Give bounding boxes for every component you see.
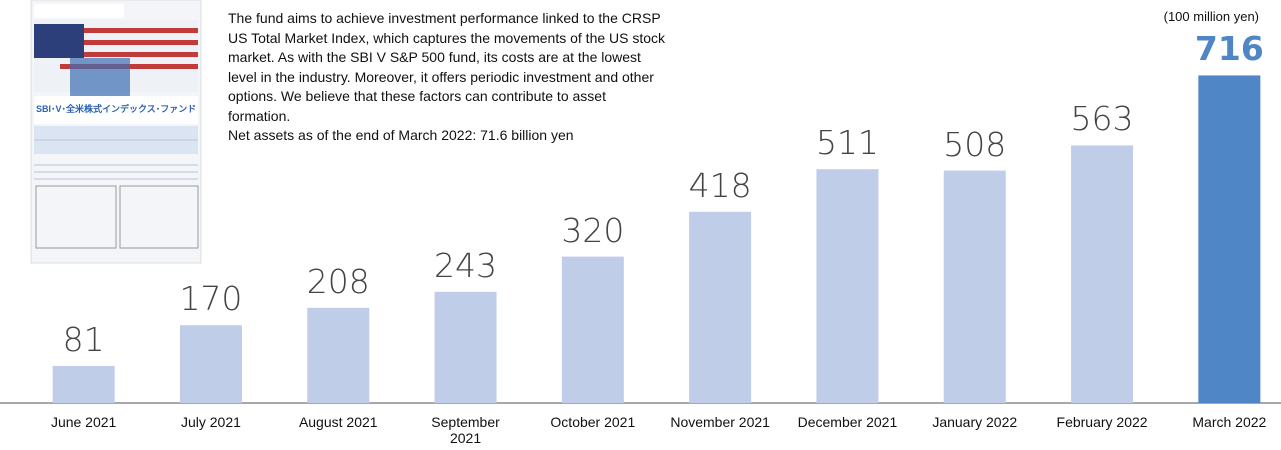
unit-label: (100 million yen) [1163,9,1259,24]
value-label: 511 [815,123,879,163]
value-label: 81 [62,319,105,359]
value-label: 208 [306,261,370,301]
brochure-thumbnail: SBI･V･全米株式インデックス･ファンド [30,0,202,264]
bar [307,307,370,403]
x-tick-label: December 2021 [797,414,898,430]
value-label: 716 [1194,29,1264,69]
x-tick-label: August 2021 [298,414,378,430]
bar [1071,145,1134,404]
bar [179,325,242,403]
value-label: 243 [434,245,498,285]
bar [561,256,624,403]
description: The fund aims to achieve investment perf… [228,9,668,146]
x-tick-label: July 2021 [180,414,241,430]
value-label: 418 [688,165,752,205]
bar [943,170,1006,403]
x-tick-label: September 2021 [431,414,500,446]
x-tick-label: November 2021 [670,414,770,430]
x-tick-label: January 2022 [932,414,1018,430]
value-label: 563 [1070,99,1134,139]
value-label: 320 [561,210,625,250]
value-label: 508 [943,124,1007,164]
x-tick-label: October 2021 [550,414,636,430]
value-label: 170 [179,279,243,319]
x-tick-label: February 2022 [1056,414,1148,430]
bar [52,365,115,403]
description-text: Net assets as of the end of March 2022: … [228,127,574,143]
x-tick-label: June 2021 [50,414,117,430]
bar [689,211,752,403]
bar [434,291,497,403]
bar [1198,75,1261,404]
x-tick-label: March 2022 [1192,414,1267,430]
brochure-title: SBI･V･全米株式インデックス･ファンド [36,103,196,114]
bar [816,169,879,403]
description-text: The fund aims to achieve investment perf… [228,10,666,124]
